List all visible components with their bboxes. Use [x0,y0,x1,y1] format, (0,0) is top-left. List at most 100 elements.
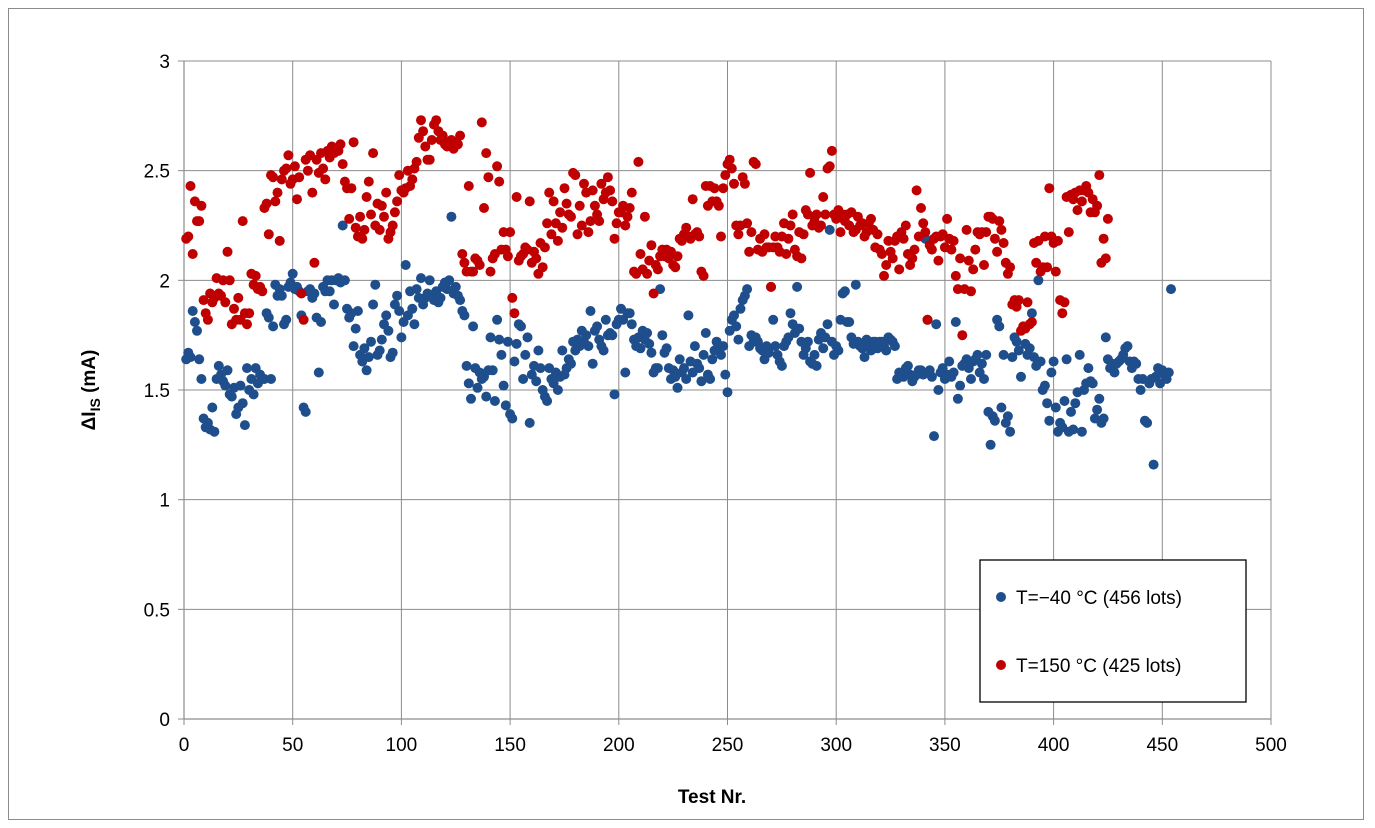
data-point [722,387,733,398]
data-point [818,343,829,354]
data-point [1057,308,1068,319]
data-point [633,156,644,167]
data-point [274,235,285,246]
y-axis-title-unit: (mA) [79,350,100,399]
data-point [796,253,807,264]
data-point [816,220,826,231]
data-point [509,308,520,319]
data-point [435,292,446,303]
data-point [607,330,618,341]
data-point [524,196,535,207]
data-point [348,137,359,148]
data-point [368,148,379,159]
data-point [516,321,526,332]
series-hot [181,115,1113,341]
data-point [507,413,518,424]
data-point [396,332,407,343]
data-point [424,275,435,286]
data-point [348,341,359,352]
data-point [507,292,518,303]
data-point [818,192,829,202]
data-point [350,323,361,334]
data-point [337,159,348,170]
data-point [824,224,835,235]
data-point [724,154,735,165]
data-point [674,354,685,365]
data-point [992,246,1003,257]
data-point [522,332,533,343]
data-point [270,196,281,207]
data-point [620,367,631,378]
data-point [468,266,479,277]
data-point [559,183,570,194]
data-point [542,396,553,406]
data-point [531,253,542,264]
data-point [461,360,472,371]
data-point [1148,459,1159,470]
y-tick-label: 2 [159,271,170,292]
data-point [335,139,346,150]
data-point [776,360,787,371]
data-point [705,374,716,384]
data-point [337,220,348,231]
data-point [963,255,974,266]
data-point [1048,356,1059,367]
data-point [366,209,376,220]
data-point [594,216,605,227]
data-point [483,172,494,183]
data-point [785,308,796,319]
data-point [948,235,959,246]
data-point [189,317,200,327]
data-point [502,251,513,262]
data-point [183,231,194,242]
data-point [368,299,379,310]
data-point [720,170,731,181]
legend-box [979,559,1247,703]
data-point [1039,380,1050,391]
data-point [194,216,205,227]
data-point [696,376,707,387]
data-point [424,154,435,165]
data-point [998,238,1009,248]
data-point [1013,295,1024,306]
data-point [394,306,405,316]
data-point [970,244,981,255]
data-point [459,310,470,321]
data-point [531,376,542,387]
data-point [400,260,411,270]
x-tick-label: 0 [179,735,190,756]
data-point [920,227,931,238]
data-point [481,148,492,159]
data-point [452,139,463,150]
data-point [276,290,287,301]
data-point [926,244,937,255]
data-point [1042,262,1053,273]
data-point [416,273,426,284]
data-point [207,402,218,413]
x-tick-label: 350 [929,735,961,756]
data-point [750,159,761,170]
data-point [233,292,244,303]
data-point [416,115,426,126]
data-point [670,262,681,273]
data-point [1131,358,1142,369]
data-point [794,323,805,334]
data-point [411,156,422,167]
data-point [1005,426,1016,437]
data-point [220,297,231,308]
data-point [324,286,335,297]
data-point [585,216,596,227]
data-point [576,220,587,231]
data-point [989,415,1000,426]
data-point [494,334,505,345]
data-point [759,229,770,240]
data-point [950,317,961,327]
data-point [472,382,483,393]
data-point [955,253,966,264]
data-point [455,130,466,141]
data-point [294,172,305,183]
data-point [196,374,207,384]
data-point [492,161,503,172]
data-point [1166,284,1176,295]
data-point [1109,367,1120,378]
